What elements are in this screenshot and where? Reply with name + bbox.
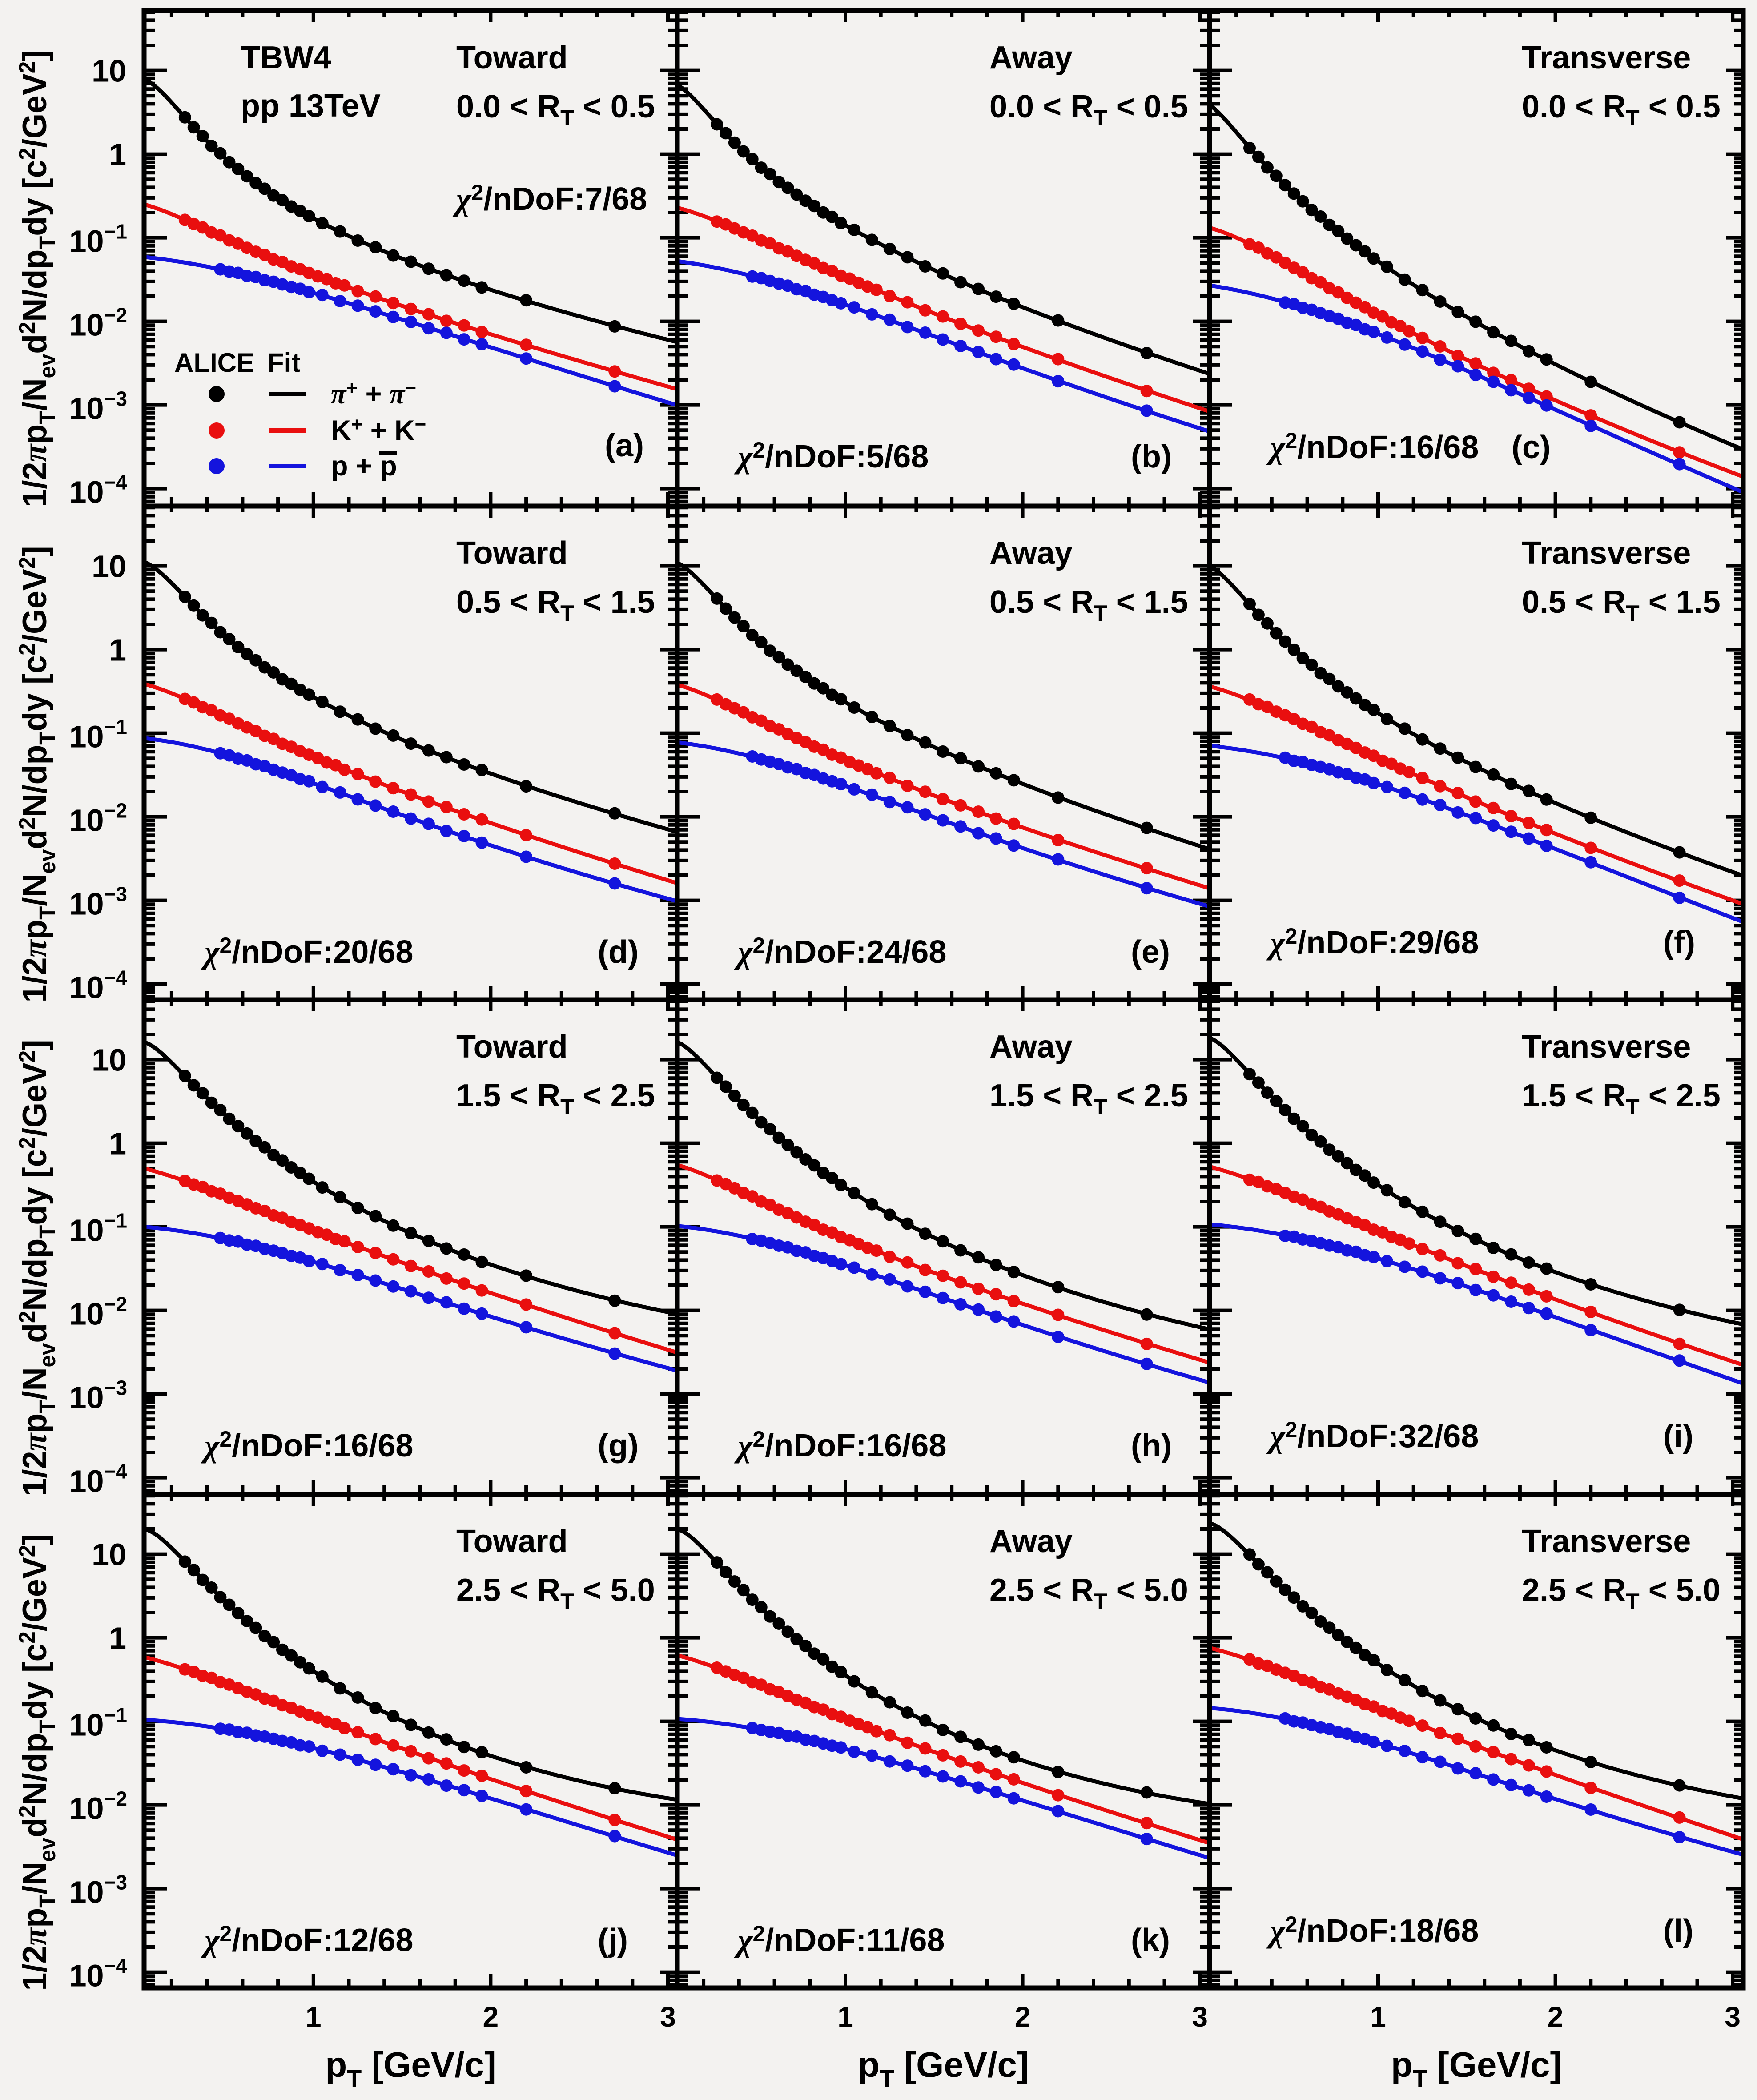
svg-text:1: 1 [109, 137, 126, 172]
svg-text:1/2πpT/Nevd2N/dpTdy [c2/GeV2]: 1/2πpT/Nevd2N/dpTdy [c2/GeV2] [14, 546, 60, 1003]
svg-text:3: 3 [1192, 2001, 1208, 2033]
svg-text:Transverse: Transverse [1522, 1029, 1691, 1065]
svg-text:10: 10 [92, 1537, 126, 1572]
svg-text:10−4: 10−4 [69, 471, 128, 510]
svg-text:10−3: 10−3 [69, 883, 127, 921]
svg-text:1: 1 [306, 2001, 322, 2033]
svg-text:2.5 < RT < 5.0: 2.5 < RT < 5.0 [1522, 1573, 1721, 1614]
svg-text:10−2: 10−2 [69, 1293, 127, 1332]
svg-text:0.0 < RT < 0.5: 0.0 < RT < 0.5 [989, 89, 1188, 130]
svg-text:Away: Away [989, 40, 1073, 76]
svg-text:10−2: 10−2 [69, 1787, 127, 1826]
svg-text:(i): (i) [1663, 1419, 1693, 1454]
svg-text:10−2: 10−2 [69, 304, 127, 342]
svg-text:χ2/nDoF:16/68: χ2/nDoF:16/68 [201, 1427, 413, 1464]
svg-text:Fit: Fit [268, 348, 300, 378]
svg-text:1/2πpT/Nevd2N/dpTdy [c2/GeV2]: 1/2πpT/Nevd2N/dpTdy [c2/GeV2] [14, 1534, 60, 1991]
svg-text:TBW4: TBW4 [241, 40, 331, 76]
svg-text:2: 2 [1548, 2001, 1564, 2033]
svg-text:χ2/nDoF:29/68: χ2/nDoF:29/68 [1266, 924, 1479, 961]
svg-text:2.5 < RT < 5.0: 2.5 < RT < 5.0 [989, 1573, 1188, 1614]
svg-text:10−2: 10−2 [69, 799, 127, 838]
svg-text:10−4: 10−4 [69, 966, 128, 1005]
svg-text:(c): (c) [1512, 430, 1551, 465]
svg-text:0.5 < RT < 1.5: 0.5 < RT < 1.5 [1522, 584, 1721, 626]
svg-text:(e): (e) [1131, 934, 1170, 970]
svg-text:(j): (j) [598, 1923, 628, 1958]
svg-text:1.5 < RT < 2.5: 1.5 < RT < 2.5 [456, 1078, 655, 1119]
svg-text:Toward: Toward [456, 1524, 568, 1559]
svg-text:χ2/nDoF:12/68: χ2/nDoF:12/68 [201, 1921, 413, 1958]
svg-text:Away: Away [989, 1524, 1073, 1559]
svg-text:χ2/nDoF:16/68: χ2/nDoF:16/68 [1266, 428, 1479, 465]
svg-text:10−3: 10−3 [69, 1871, 127, 1910]
svg-text:10: 10 [92, 1043, 126, 1078]
svg-text:χ2/nDoF:20/68: χ2/nDoF:20/68 [201, 933, 413, 970]
svg-text:χ2/nDoF:32/68: χ2/nDoF:32/68 [1266, 1417, 1479, 1454]
svg-text:1.5 < RT < 2.5: 1.5 < RT < 2.5 [1522, 1078, 1721, 1119]
svg-text:10−4: 10−4 [69, 1955, 128, 1993]
svg-text:(l): (l) [1663, 1913, 1693, 1949]
svg-text:(g): (g) [598, 1428, 639, 1464]
svg-text:χ2/nDoF:5/68: χ2/nDoF:5/68 [734, 438, 929, 475]
svg-text:(f): (f) [1663, 925, 1695, 961]
svg-text:Toward: Toward [456, 40, 568, 76]
svg-text:(a): (a) [605, 428, 644, 463]
svg-text:10−1: 10−1 [69, 1704, 127, 1742]
svg-text:10: 10 [92, 54, 126, 89]
svg-text:Transverse: Transverse [1522, 1524, 1691, 1559]
svg-text:p + p: p + p [331, 451, 397, 482]
svg-text:(d): (d) [598, 934, 639, 970]
svg-text:10: 10 [92, 549, 126, 584]
svg-text:1: 1 [1370, 2001, 1386, 2033]
svg-text:10−4: 10−4 [69, 1460, 128, 1499]
svg-text:0.5 < RT < 1.5: 0.5 < RT < 1.5 [989, 584, 1188, 626]
svg-text:Toward: Toward [456, 535, 568, 571]
svg-text:0.0 < RT < 0.5: 0.0 < RT < 0.5 [456, 89, 655, 130]
svg-text:3: 3 [660, 2001, 676, 2033]
svg-text:Transverse: Transverse [1522, 40, 1691, 76]
svg-text:χ2/nDoF:16/68: χ2/nDoF:16/68 [734, 1427, 946, 1464]
svg-text:0.5 < RT < 1.5: 0.5 < RT < 1.5 [456, 584, 655, 626]
svg-text:1/2πpT/Nevd2N/dpTdy [c2/GeV2]: 1/2πpT/Nevd2N/dpTdy [c2/GeV2] [14, 1040, 60, 1497]
svg-text:1: 1 [109, 1126, 126, 1161]
svg-text:2: 2 [1015, 2001, 1031, 2033]
svg-text:1/2πpT/Nevd2N/dpTdy [c2/GeV2]: 1/2πpT/Nevd2N/dpTdy [c2/GeV2] [14, 51, 60, 507]
svg-text:Away: Away [989, 1029, 1073, 1065]
svg-text:K+ + K−: K+ + K− [331, 414, 426, 446]
svg-text:χ2/nDoF:18/68: χ2/nDoF:18/68 [1266, 1912, 1479, 1949]
svg-text:pp 13TeV: pp 13TeV [241, 88, 381, 124]
svg-text:1: 1 [837, 2001, 853, 2033]
svg-text:2.5 < RT < 5.0: 2.5 < RT < 5.0 [456, 1573, 655, 1614]
svg-text:(h): (h) [1131, 1428, 1172, 1464]
svg-text:10−3: 10−3 [69, 387, 127, 426]
svg-text:pT [GeV/c]: pT [GeV/c] [1391, 2045, 1562, 2092]
svg-text:ALICE: ALICE [174, 348, 254, 378]
svg-text:Transverse: Transverse [1522, 535, 1691, 571]
svg-text:1: 1 [109, 1621, 126, 1656]
svg-text:0.0 < RT < 0.5: 0.0 < RT < 0.5 [1522, 89, 1721, 130]
svg-text:Away: Away [989, 535, 1073, 571]
svg-text:(b): (b) [1131, 439, 1172, 475]
svg-text:1: 1 [109, 633, 126, 668]
svg-text:χ2/nDoF:24/68: χ2/nDoF:24/68 [734, 933, 946, 970]
svg-text:1.5 < RT < 2.5: 1.5 < RT < 2.5 [989, 1078, 1188, 1119]
svg-text:2: 2 [483, 2001, 499, 2033]
svg-text:(k): (k) [1131, 1923, 1170, 1958]
svg-text:10−3: 10−3 [69, 1376, 127, 1415]
svg-text:Toward: Toward [456, 1029, 568, 1065]
svg-text:3: 3 [1725, 2001, 1741, 2033]
svg-text:10−1: 10−1 [69, 716, 127, 754]
svg-text:χ2/nDoF:11/68: χ2/nDoF:11/68 [734, 1921, 945, 1958]
svg-text:π+ + π−: π+ + π− [331, 377, 416, 410]
svg-text:10−1: 10−1 [69, 1209, 127, 1248]
svg-text:10−1: 10−1 [69, 220, 127, 259]
